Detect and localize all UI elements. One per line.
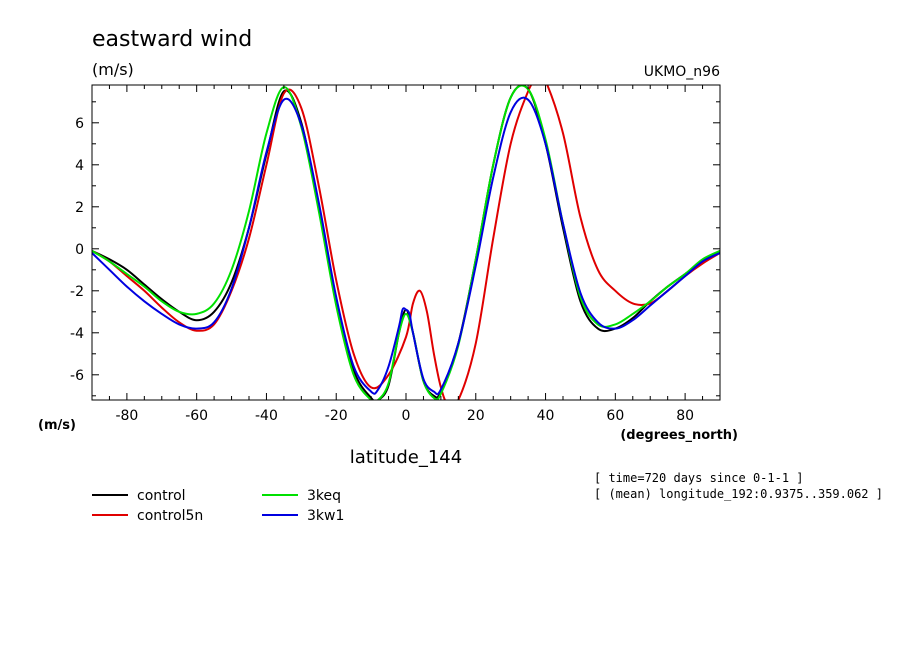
- y-axis-label: (m/s): [38, 418, 76, 433]
- y-tick-label: -4: [70, 326, 84, 342]
- series-line-control: [92, 85, 720, 400]
- x-tick-label: 20: [467, 408, 485, 424]
- plot-frame: [91, 84, 721, 401]
- y-tick-label: 0: [75, 242, 84, 258]
- legend-label-control5n: control5n: [137, 508, 203, 524]
- x-tick-label: 0: [402, 408, 411, 424]
- y-tick-label: -6: [70, 368, 84, 384]
- x-axis-units: (degrees_north): [620, 428, 738, 443]
- y-tick-label: 6: [75, 116, 84, 132]
- legend-label-3kw1: 3kw1: [307, 508, 344, 524]
- x-tick-label: 80: [676, 408, 694, 424]
- chart-units-label: (m/s): [92, 60, 134, 79]
- chart-title: eastward wind: [92, 27, 252, 52]
- x-tick-label: -60: [185, 408, 208, 424]
- y-tick-label: -2: [70, 284, 84, 300]
- legend: control control5n 3keq 3kw1: [92, 488, 344, 524]
- x-tick-label: -80: [115, 408, 138, 424]
- x-tick-label: 40: [537, 408, 555, 424]
- source-label: UKMO_n96: [644, 64, 720, 80]
- x-tick-label: -40: [255, 408, 278, 424]
- x-tick-label: 60: [606, 408, 624, 424]
- info-time: [ time=720 days since 0-1-1 ]: [594, 471, 804, 485]
- y-tick-label: 2: [75, 200, 84, 216]
- series-line-3keq: [92, 85, 720, 400]
- series-layer: [92, 85, 720, 400]
- series-line-3kw1: [92, 96, 720, 396]
- x-tick-label: -20: [325, 408, 348, 424]
- x-axis-label: latitude_144: [350, 447, 462, 468]
- legend-label-control: control: [137, 488, 186, 504]
- legend-label-3keq: 3keq: [307, 488, 341, 504]
- y-tick-label: 4: [75, 158, 84, 174]
- info-longitude: [ (mean) longitude_192:0.9375..359.062 ]: [594, 487, 883, 501]
- series-line-control5n: [92, 85, 720, 400]
